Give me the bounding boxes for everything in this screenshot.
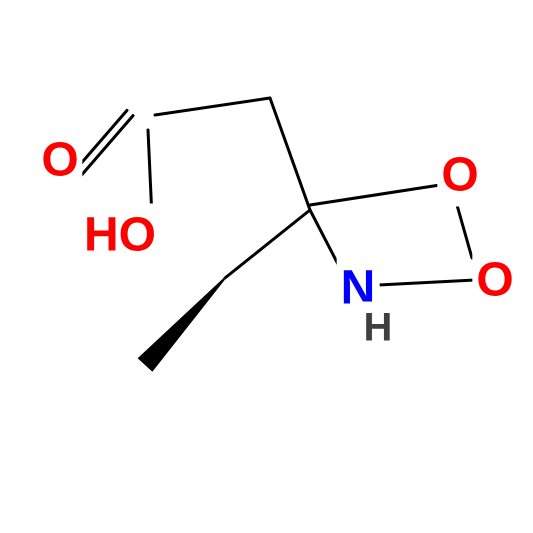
atom-H1: H <box>360 302 397 355</box>
atom-O4: O <box>472 249 517 312</box>
bonds-layer <box>0 0 533 533</box>
atom-O1: O <box>37 129 82 192</box>
atom-O2: HO <box>80 204 160 267</box>
chemical-structure-diagram: OHOOONH <box>0 0 533 533</box>
atom-O3: O <box>437 144 482 207</box>
